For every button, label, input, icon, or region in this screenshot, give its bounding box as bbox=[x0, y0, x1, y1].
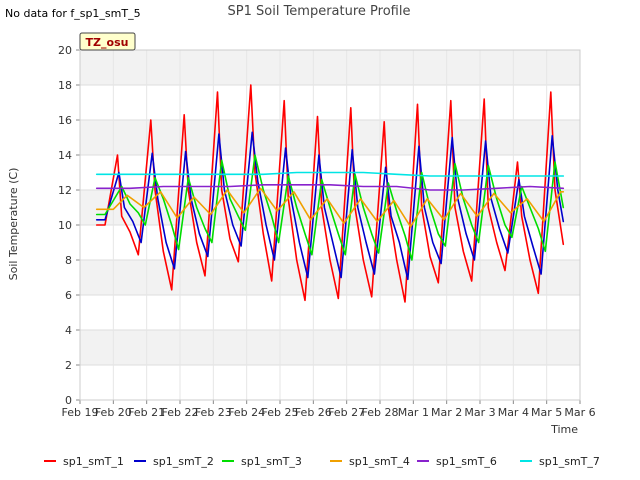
x-tick-label: Feb 25 bbox=[262, 406, 299, 419]
x-tick-label: Mar 1 bbox=[398, 406, 429, 419]
legend-label-sp1_smT_7: sp1_smT_7 bbox=[539, 455, 600, 468]
y-tick-label: 0 bbox=[65, 394, 72, 407]
plot-frame bbox=[79, 49, 581, 401]
timezone-badge-label: TZ_osu bbox=[86, 36, 129, 49]
plot-band bbox=[80, 260, 580, 295]
plot-band bbox=[80, 50, 580, 85]
legend-label-sp1_smT_3: sp1_smT_3 bbox=[241, 455, 302, 468]
y-tick-label: 10 bbox=[58, 219, 72, 232]
timezone-badge-box bbox=[79, 32, 136, 51]
no-data-note: No data for f_sp1_smT_5 bbox=[5, 7, 141, 20]
y-axis-title: Soil Temperature (C) bbox=[7, 168, 20, 281]
series-line-sp1_smT_4 bbox=[95, 187, 565, 228]
x-tick-label: Mar 2 bbox=[431, 406, 462, 419]
timezone-badge: TZ_osu bbox=[79, 32, 136, 51]
x-tick-label: Feb 22 bbox=[162, 406, 199, 419]
plot-band bbox=[80, 120, 580, 155]
x-tick-label: Feb 27 bbox=[328, 406, 365, 419]
y-tick-label: 16 bbox=[58, 114, 72, 127]
y-tick-label: 4 bbox=[65, 324, 72, 337]
legend: sp1_smT_1 sp1_smT_2 sp1_smT_3 sp1_smT_4 sp1_… bbox=[44, 455, 600, 468]
x-tick-label: Feb 21 bbox=[128, 406, 165, 419]
plot-band bbox=[80, 330, 580, 365]
legend-label-sp1_smT_1: sp1_smT_1 bbox=[63, 455, 124, 468]
y-tick-label: 14 bbox=[58, 149, 72, 162]
x-tick-label: Feb 20 bbox=[95, 406, 132, 419]
x-tick-label: Feb 23 bbox=[195, 406, 232, 419]
x-tick-label: Feb 19 bbox=[62, 406, 99, 419]
y-tick-label: 8 bbox=[65, 254, 72, 267]
x-tick-label: Feb 28 bbox=[362, 406, 399, 419]
series-lines bbox=[95, 84, 565, 303]
x-tick-label: Mar 3 bbox=[464, 406, 495, 419]
legend-label-sp1_smT_4: sp1_smT_4 bbox=[349, 455, 410, 468]
series-line-sp1_smT_7 bbox=[95, 171, 565, 177]
y-tick-label: 12 bbox=[58, 184, 72, 197]
y-tick-label: 18 bbox=[58, 79, 72, 92]
legend-label-sp1_smT_2: sp1_smT_2 bbox=[153, 455, 214, 468]
x-tick-label: Feb 24 bbox=[228, 406, 265, 419]
x-tick-label: Mar 6 bbox=[564, 406, 595, 419]
y-tick-label: 6 bbox=[65, 289, 72, 302]
chart-title: SP1 Soil Temperature Profile bbox=[228, 4, 411, 19]
x-tick-label: Feb 26 bbox=[295, 406, 332, 419]
x-tick-label: Mar 4 bbox=[498, 406, 529, 419]
y-tick-label: 2 bbox=[65, 359, 72, 372]
series-line-sp1_smT_3 bbox=[95, 154, 565, 261]
x-axis-title: Time bbox=[550, 423, 578, 436]
legend-label-sp1_smT_6: sp1_smT_6 bbox=[436, 455, 497, 468]
series-line-sp1_smT_2 bbox=[95, 131, 565, 281]
x-tick-label: Mar 5 bbox=[531, 406, 562, 419]
y-tick-label: 20 bbox=[58, 44, 72, 57]
series-line-sp1_smT_6 bbox=[95, 184, 565, 191]
